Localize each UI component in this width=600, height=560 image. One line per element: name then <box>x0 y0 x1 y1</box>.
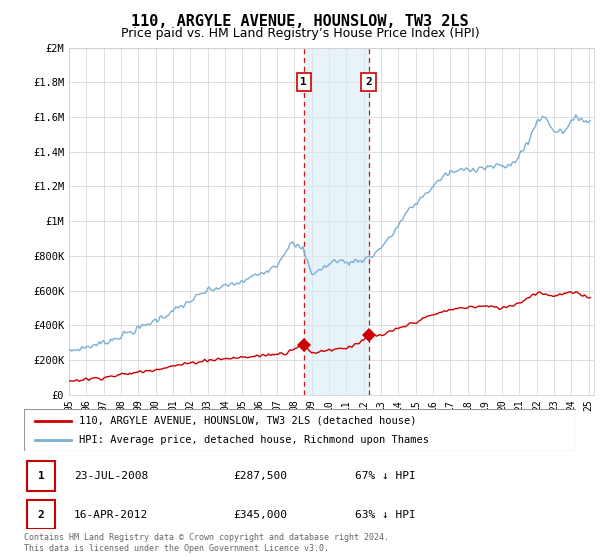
Text: 110, ARGYLE AVENUE, HOUNSLOW, TW3 2LS (detached house): 110, ARGYLE AVENUE, HOUNSLOW, TW3 2LS (d… <box>79 416 416 426</box>
Text: 67% ↓ HPI: 67% ↓ HPI <box>355 471 416 481</box>
Bar <box>304 48 368 395</box>
Text: 1: 1 <box>301 77 307 87</box>
Text: £345,000: £345,000 <box>234 510 288 520</box>
Text: Contains HM Land Registry data © Crown copyright and database right 2024.
This d: Contains HM Land Registry data © Crown c… <box>24 533 389 553</box>
Text: £287,500: £287,500 <box>234 471 288 481</box>
Text: 16-APR-2012: 16-APR-2012 <box>74 510 148 520</box>
Text: Price paid vs. HM Land Registry’s House Price Index (HPI): Price paid vs. HM Land Registry’s House … <box>121 27 479 40</box>
Text: 2: 2 <box>38 510 44 520</box>
Text: 1: 1 <box>38 471 44 481</box>
Text: 63% ↓ HPI: 63% ↓ HPI <box>355 510 416 520</box>
Text: 2: 2 <box>365 77 372 87</box>
Bar <box>27 461 55 491</box>
Bar <box>27 500 55 529</box>
Text: 110, ARGYLE AVENUE, HOUNSLOW, TW3 2LS: 110, ARGYLE AVENUE, HOUNSLOW, TW3 2LS <box>131 14 469 29</box>
Text: 23-JUL-2008: 23-JUL-2008 <box>74 471 148 481</box>
Text: HPI: Average price, detached house, Richmond upon Thames: HPI: Average price, detached house, Rich… <box>79 435 429 445</box>
